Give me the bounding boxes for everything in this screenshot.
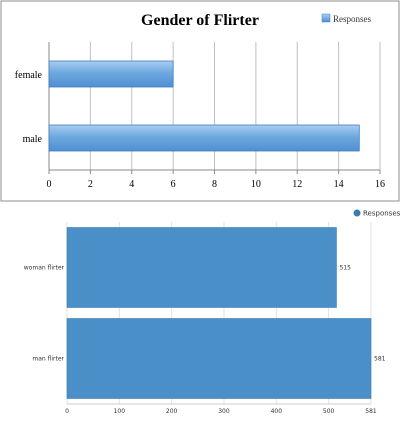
chart1-category-label: female [15, 70, 43, 81]
chart1-tick-label: 0 [47, 179, 52, 190]
chart1-tick-label: 16 [375, 179, 385, 190]
chart1-title: Gender of Flirter [141, 12, 259, 29]
chart1-tick-label: 10 [251, 179, 261, 190]
chart2-category-label: man flirter [32, 356, 64, 363]
chart2-data-label: 581 [374, 356, 386, 363]
chart2-tick-label: 300 [218, 408, 230, 415]
chart1-legend-label: Responses [333, 14, 371, 24]
chart2-data-label: 515 [339, 265, 351, 272]
chart2-tick-label: 200 [166, 408, 178, 415]
flirter-responses-svg: woman flirter man flirter 515 581 0 100 200 3… [0, 204, 400, 423]
chart2-legend-swatch [354, 210, 361, 217]
chart2-bars [67, 228, 371, 399]
flirter-responses-chart: woman flirter man flirter 515 581 0 100 200 3… [0, 204, 400, 423]
chart1-category-label: male [23, 134, 43, 145]
chart2-legend: Responses [354, 210, 400, 218]
gender-of-flirter-svg: Gender of Flirter female male 0 2 4 6 8 10 12 14… [0, 0, 400, 204]
chart1-tick-label: 8 [212, 179, 217, 190]
chart2-tick-label: 100 [114, 408, 126, 415]
chart1-tick-label: 2 [88, 179, 93, 190]
chart1-tick-label: 6 [171, 179, 176, 190]
chart1-tick-label: 12 [292, 179, 302, 190]
chart2-legend-label: Responses [363, 210, 400, 218]
chart2-tick-label: 0 [65, 408, 69, 415]
chart2-category-labels: woman flirter man flirter [24, 265, 65, 363]
chart2-tick-label: 500 [323, 408, 335, 415]
chart2-tick-label: 400 [271, 408, 283, 415]
chart1-bar-female [49, 61, 173, 87]
chart2-tick-label: 581 [365, 408, 377, 415]
chart2-bar-man-flirter [67, 319, 371, 399]
gender-of-flirter-chart: Gender of Flirter female male 0 2 4 6 8 10 12 14… [0, 0, 400, 204]
chart2-category-label: woman flirter [24, 265, 65, 272]
chart2-tick-labels: 0 100 200 300 400 500 581 [65, 408, 377, 415]
chart1-tick-label: 14 [334, 179, 344, 190]
chart1-frame [1, 1, 399, 201]
chart1-legend-swatch [322, 14, 330, 22]
chart1-bar-male [49, 125, 359, 151]
chart2-bar-woman-flirter [67, 228, 336, 308]
chart1-tick-label: 4 [129, 179, 134, 190]
